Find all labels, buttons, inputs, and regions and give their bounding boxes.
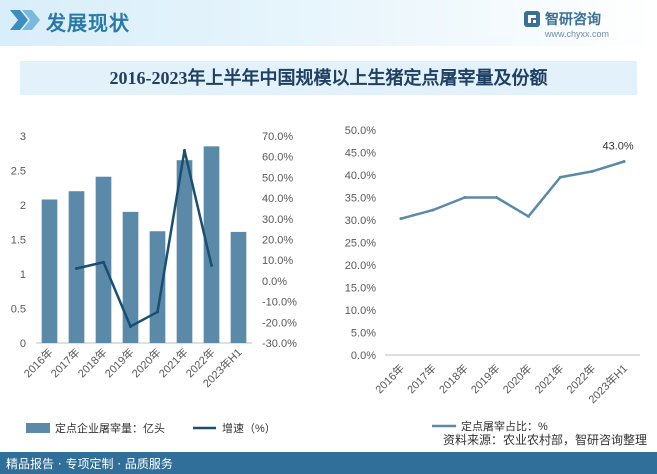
right-x-tick-label: 2016年 (372, 361, 407, 396)
right-axis-tick-label: 50.0% (262, 172, 293, 184)
share-point-2017年 (431, 208, 435, 212)
left-x-tick-label: 2021年 (156, 345, 191, 380)
left-axis-tick-label: 0 (20, 338, 26, 350)
right-x-tick-label: 2018年 (436, 361, 471, 396)
legend-swatch-volume (26, 423, 50, 433)
right-axis-tick-label: 70.0% (262, 131, 293, 143)
brand-url: www.chyxx.com (545, 29, 610, 39)
growth-rate-point-2021年 (183, 148, 186, 152)
left-x-tick-label: 2016年 (21, 345, 56, 380)
share-axis-tick-label: 10.0% (345, 305, 376, 317)
brand-logo-icon (524, 11, 540, 27)
bar-2019年 (122, 211, 139, 343)
section-title: 发展现状 (46, 11, 130, 35)
share-axis-tick-label: 35.0% (345, 193, 376, 205)
left-axis-tick-label: 2 (20, 200, 26, 212)
growth-rate-point-2020年 (156, 310, 159, 314)
left-axis-tick-label: 1 (20, 269, 26, 281)
share-point-2021年 (558, 175, 562, 179)
legend-label-share: 定点屠宰占比：% (461, 419, 548, 433)
left-axis-tick-label: 0.5 (11, 304, 26, 316)
left-axis-tick-label: 3 (20, 131, 26, 143)
bar-2018年 (95, 176, 112, 343)
legend-label-growth: 增速（%） (222, 421, 276, 435)
left-x-tick-label: 2019年 (102, 345, 137, 380)
bar-2021年 (176, 160, 193, 343)
share-axis-tick-label: 25.0% (345, 238, 376, 250)
bar-2020年 (149, 231, 166, 343)
right-axis-tick-label: 0.0% (262, 276, 287, 288)
right-axis-tick-label: 20.0% (262, 235, 293, 247)
share-axis-tick-label: 5.0% (351, 328, 376, 340)
share-data-label: 43.0% (602, 141, 633, 153)
share-axis-tick-label: 30.0% (345, 215, 376, 227)
growth-rate-point-2018年 (102, 260, 105, 264)
share-axis-tick-label: 20.0% (345, 260, 376, 272)
share-point-2022年 (590, 169, 594, 173)
share-point-2023年H1 (622, 160, 626, 163)
double-chevron-icon (10, 10, 40, 30)
right-x-tick-label: 2021年 (531, 361, 566, 396)
left-axis-tick-label: 1.5 (11, 235, 26, 247)
share-axis-tick-label: 0.0% (351, 350, 376, 362)
header-banner: 发展现状 智研咨询 www.chyxx.com (0, 0, 657, 46)
bar-2022年 (203, 146, 220, 343)
share-point-2016年 (399, 217, 403, 221)
growth-rate-point-2022年 (210, 263, 213, 267)
share-axis-tick-label: 50.0% (345, 125, 376, 137)
growth-rate-line (76, 149, 213, 328)
left-x-tick-label: 2020年 (129, 345, 164, 380)
right-axis-tick-label: 40.0% (262, 193, 293, 205)
growth-rate-point-2019年 (129, 324, 132, 328)
right-x-tick-label: 2020年 (500, 361, 535, 396)
footer-slogan: 精品报告 · 专项定制 · 品质服务 (6, 457, 173, 471)
share-axis-tick-label: 40.0% (345, 170, 376, 182)
bar-2016年 (41, 199, 58, 343)
right-axis-tick-label: 60.0% (262, 152, 293, 164)
right-axis-tick-label: -10.0% (262, 297, 297, 309)
right-axis-tick-label: 10.0% (262, 255, 293, 267)
brand-name: 智研咨询 (545, 12, 601, 28)
brand-logo-block: 智研咨询 www.chyxx.com (523, 8, 643, 42)
right-x-tick-label: 2019年 (468, 361, 503, 396)
right-axis-tick-label: 30.0% (262, 214, 293, 226)
footer-bar: 精品报告 · 专项定制 · 品质服务 资料来源：农业农村部，智研咨询整理 (0, 433, 657, 474)
left-axis-tick-label: 2.5 (11, 166, 26, 178)
chart-title: 2016-2023年上半年中国规模以上生猪定点屠宰量及份额 (109, 68, 548, 88)
share-line (400, 160, 625, 220)
right-axis-tick-label: -30.0% (262, 338, 297, 350)
share-axis-tick-label: 45.0% (345, 148, 376, 160)
growth-rate-point-2017年 (75, 266, 78, 270)
legend-label-volume: 定点企业屠宰量：亿头 (55, 421, 165, 435)
share-point-2019年 (495, 196, 499, 199)
left-x-tick-label: 2017年 (48, 345, 83, 380)
data-source: 资料来源：农业农村部，智研咨询整理 (442, 433, 647, 447)
left-x-tick-label: 2018年 (75, 345, 110, 380)
share-point-2020年 (526, 214, 530, 218)
chart-title-bar: 2016-2023年上半年中国规模以上生猪定点屠宰量及份额 (20, 61, 637, 95)
bar-2023年H1 (230, 231, 247, 343)
right-x-tick-label: 2017年 (404, 361, 439, 396)
right-axis-tick-label: -20.0% (262, 317, 297, 329)
share-axis-tick-label: 15.0% (345, 283, 376, 295)
share-point-2018年 (463, 196, 467, 199)
